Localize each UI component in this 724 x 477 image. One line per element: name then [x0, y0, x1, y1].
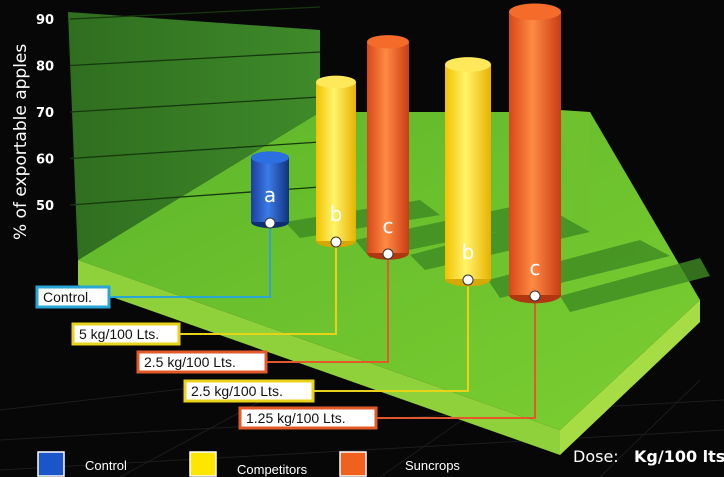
bar-body [445, 64, 491, 279]
bar-competitors: b [316, 75, 356, 248]
y-tick-label: 80 [36, 60, 54, 75]
dose-unit: Kg/100 lts [634, 447, 724, 466]
bar-anchor-dot [330, 236, 342, 248]
dose-label-box: 1.25 kg/100 Lts. [238, 406, 378, 430]
dose-label-text: 1.25 kg/100 Lts. [246, 410, 346, 426]
leader-line [109, 222, 271, 298]
bar-top [316, 75, 356, 89]
leader-lines [109, 222, 536, 419]
dose-label-text: 2.5 kg/100 Lts. [144, 354, 236, 370]
legend-swatch-control [37, 451, 65, 477]
legend-swatch-suncrops [339, 451, 367, 477]
bar-top [445, 57, 491, 72]
legend-swatch-competitors [189, 451, 217, 477]
bar-anchor-dot [382, 248, 394, 260]
bar-top [251, 151, 289, 164]
bar-anchor-dot [529, 290, 541, 302]
bar-control: a [251, 151, 289, 229]
dose-label-box: 2.5 kg/100 Lts. [183, 379, 315, 403]
leader-line [266, 253, 389, 363]
dose-labels: Control. 5 kg/100 Lts. 2.5 kg/100 Lts. 2.5 … [35, 285, 378, 430]
y-tick-label: 90 [36, 13, 54, 28]
significance-letter: c [383, 214, 394, 238]
bar-body [367, 41, 409, 253]
wall-gridline [69, 96, 321, 113]
bar-body [316, 82, 356, 241]
bars: a b c b c [251, 3, 561, 304]
dose-label-text: 5 kg/100 Lts. [79, 326, 159, 342]
legend-label-suncrops: Suncrops [405, 458, 460, 473]
significance-letter: b [330, 202, 343, 226]
leader-line [313, 279, 469, 392]
wall-gridline [69, 141, 321, 160]
dose-label-frame [183, 379, 315, 403]
dose-label-frame [238, 406, 378, 430]
dose-label-frame [136, 350, 268, 374]
significance-letter: b [462, 240, 475, 264]
y-axis-ticks: 50 60 70 80 90 [36, 13, 54, 214]
legend-label-competitors: Competitors [237, 462, 308, 477]
dose-label-frame [35, 285, 111, 309]
bar-top [509, 3, 561, 21]
dose-label: Dose: [573, 447, 619, 466]
y-tick-label: 60 [36, 153, 54, 168]
dose-label-box: 2.5 kg/100 Lts. [136, 350, 268, 374]
significance-letter: c [530, 256, 541, 280]
bar-anchor-dot [462, 274, 474, 286]
bar-body [251, 157, 289, 222]
leader-line [376, 295, 536, 419]
dose-label-box: Control. [35, 285, 111, 309]
bar-suncrops: c [367, 35, 409, 260]
dose-label-frame [71, 322, 181, 346]
dose-label-text: 2.5 kg/100 Lts. [191, 383, 283, 399]
y-axis-title: % of exportable apples [11, 44, 31, 240]
significance-letter: a [264, 183, 276, 207]
leader-line [179, 241, 337, 335]
bar-competitors: b [445, 57, 491, 287]
y-tick-label: 50 [36, 199, 54, 214]
legend: Control Competitors Suncrops [37, 451, 460, 477]
wall-gridline [69, 6, 321, 20]
dose-label-box: 5 kg/100 Lts. [71, 322, 181, 346]
bar-body [509, 11, 561, 296]
y-tick-label: 70 [36, 106, 54, 121]
bar-anchor-dot [264, 217, 276, 229]
wall-gridline [69, 51, 321, 67]
bar-suncrops: c [509, 3, 561, 304]
bar-top [367, 35, 409, 49]
legend-label-control: Control [85, 458, 127, 473]
dose-label-text: Control. [43, 289, 92, 305]
